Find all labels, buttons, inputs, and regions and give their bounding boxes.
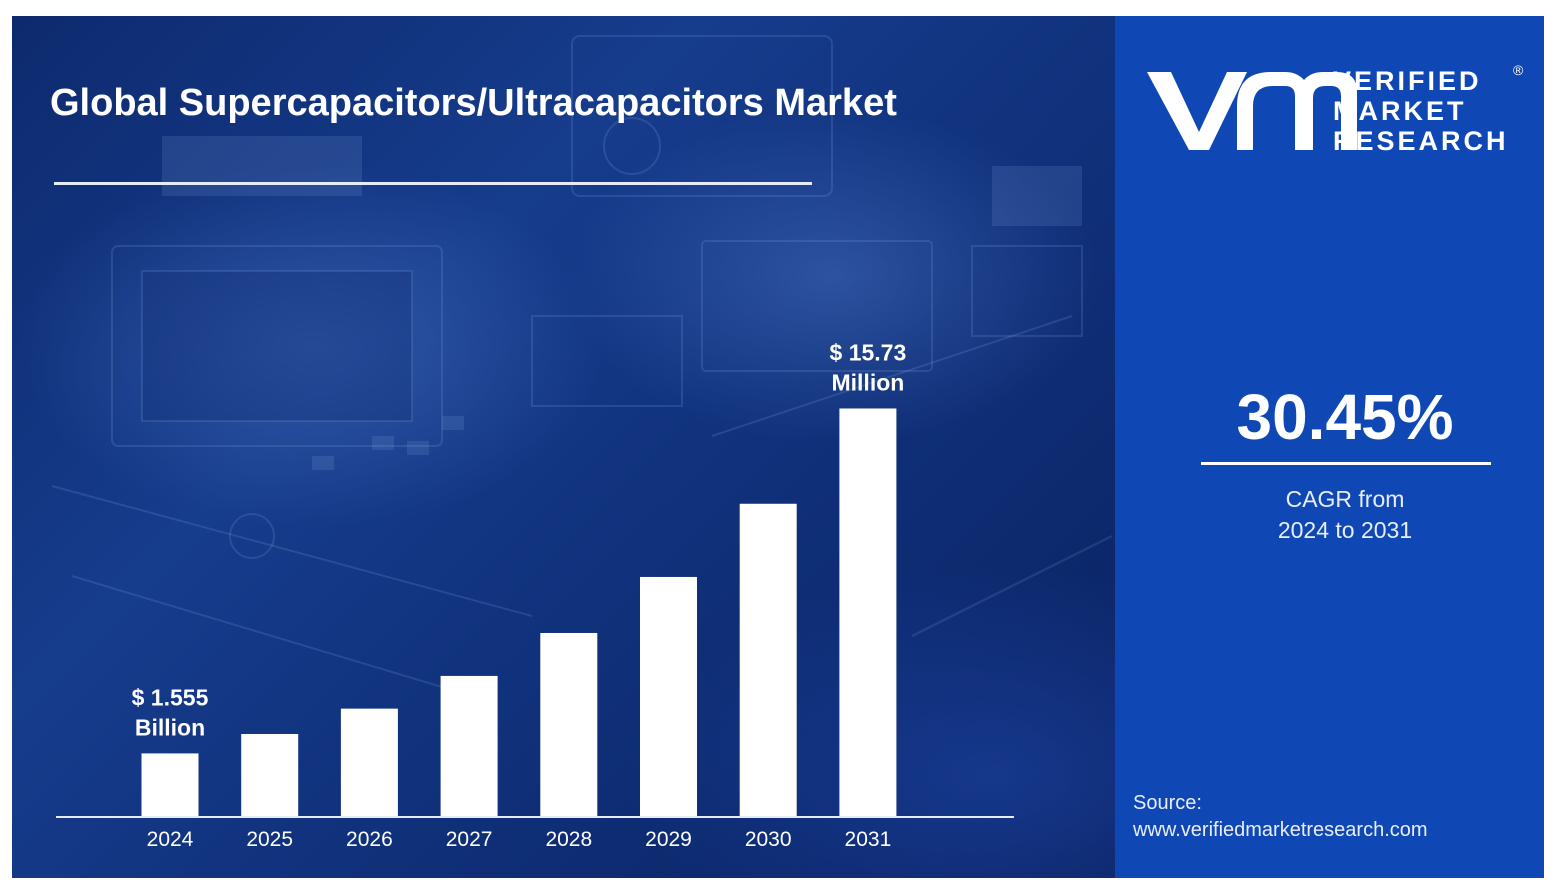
circuit-board-background	[51, 35, 1113, 697]
x-tick-label: 2031	[845, 828, 892, 851]
summary-panel: VERIFIED MARKET RESEARCH ® 30.45% CAGR f…	[1115, 16, 1544, 878]
cagr-label-line: 2024 to 2031	[1277, 517, 1413, 543]
bars	[141, 408, 897, 817]
bar-2026	[340, 708, 398, 817]
bar-2030	[739, 503, 797, 817]
cagr-label-line: CAGR from	[1285, 486, 1405, 512]
bar-2025	[241, 733, 299, 817]
data-label-2024: Billion	[135, 714, 205, 740]
x-tick-label: 2024	[147, 828, 194, 851]
brand-name-line: RESEARCH	[1333, 126, 1509, 156]
x-tick-labels: 2024 2025 2026 2027 2028 2029 2030 2031	[147, 828, 892, 851]
value-annotations: $ 1.555 Billion $ 15.73 Million	[132, 339, 907, 740]
chart-panel: Global Supercapacitors/Ultracapacitors M…	[12, 16, 1115, 878]
source-note: Source: www.verifiedmarketresearch.com	[1133, 790, 1428, 844]
title-divider	[54, 182, 812, 185]
source-label: Source:	[1133, 792, 1202, 814]
x-tick-label: 2025	[246, 828, 293, 851]
x-tick-label: 2030	[745, 828, 792, 851]
x-tick-label: 2029	[645, 828, 692, 851]
cagr-value: 30.45%	[1236, 381, 1454, 453]
x-tick-label: 2028	[545, 828, 592, 851]
bar-chart: 2024 2025 2026 2027 2028 2029 2030 2031 $ 1.555…	[56, 339, 1014, 851]
data-label-2024: $ 1.555	[132, 684, 209, 710]
cagr-divider	[1201, 462, 1491, 465]
brand-name-line: MARKET	[1333, 96, 1467, 126]
data-label-2031: $ 15.73	[830, 339, 907, 365]
bar-2027	[440, 675, 498, 817]
brand-name: VERIFIED MARKET RESEARCH	[1333, 66, 1509, 156]
x-tick-label: 2027	[446, 828, 493, 851]
bar-2029	[640, 576, 697, 817]
data-label-2031: Million	[831, 369, 904, 395]
bar-2028	[540, 632, 598, 817]
bar-2024	[141, 753, 199, 817]
x-tick-label: 2026	[346, 828, 393, 851]
bar-2031	[839, 408, 897, 817]
vmr-logo-icon	[1147, 72, 1357, 150]
source-url: www.verifiedmarketresearch.com	[1133, 819, 1428, 841]
brand-name-line: VERIFIED	[1333, 66, 1482, 96]
cagr-label: CAGR from 2024 to 2031	[1115, 484, 1544, 546]
registered-mark: ®	[1513, 62, 1524, 78]
infographic-card: Global Supercapacitors/Ultracapacitors M…	[12, 16, 1544, 878]
page-title: Global Supercapacitors/Ultracapacitors M…	[50, 82, 897, 124]
